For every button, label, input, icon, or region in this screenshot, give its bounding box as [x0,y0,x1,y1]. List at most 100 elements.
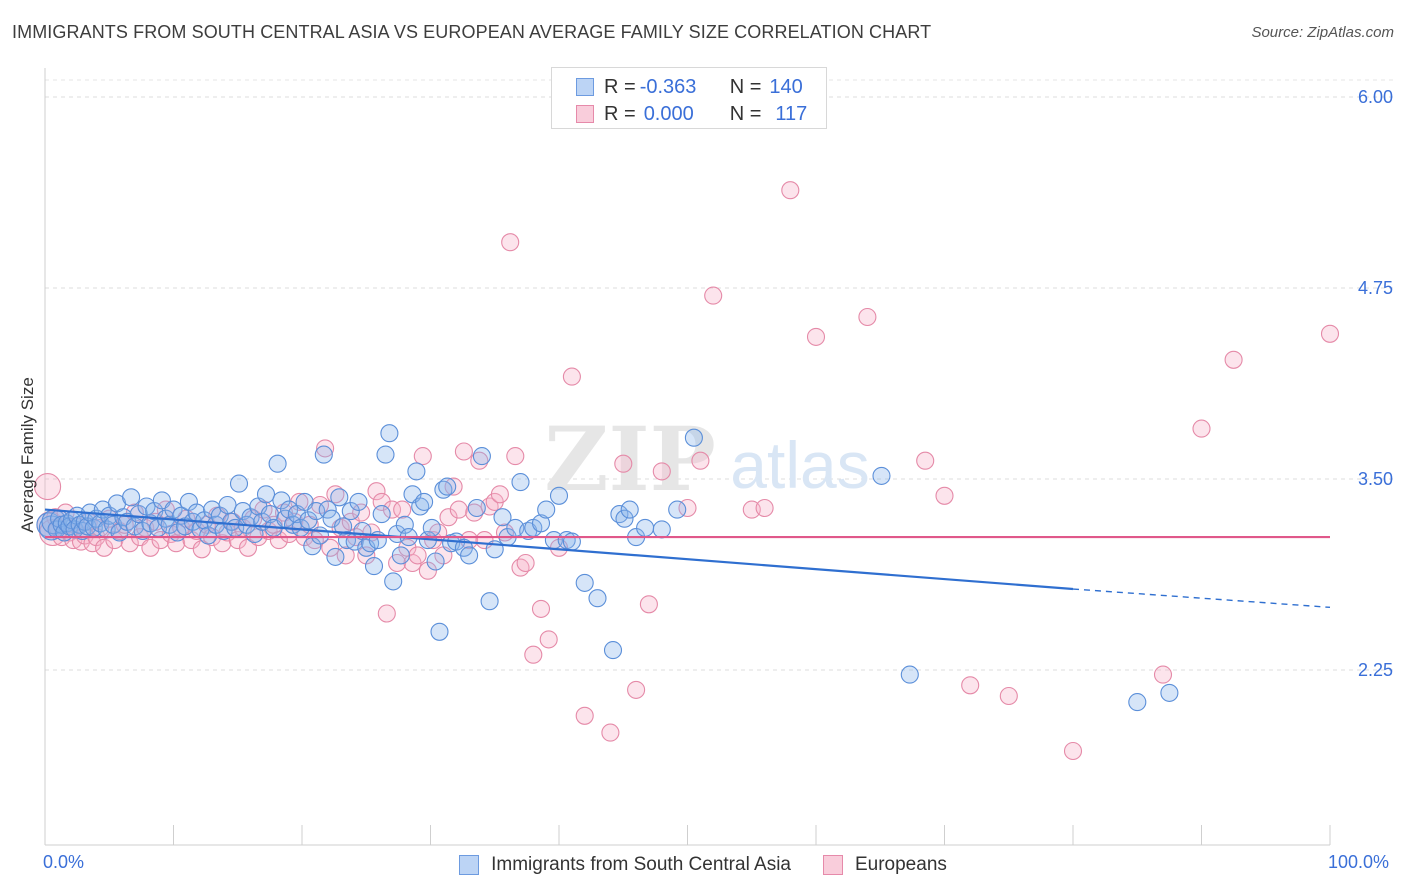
europeans-point [704,286,723,305]
europeans-point [367,482,386,501]
europeans-point [449,500,468,519]
europeans-point [393,500,412,519]
europeans-point [524,645,543,664]
south-central-asia-point [684,428,703,447]
europeans-point [444,477,463,496]
south-central-asia-point [562,532,581,551]
europeans-point [858,307,877,327]
legend-row-europeans: R = 0.000 N = 117 [576,102,807,126]
south-central-asia-point [575,573,594,592]
south-central-asia-point [537,500,556,519]
legend-n-value: 117 [775,102,808,125]
correlation-legend: R = -0.363 N = 140 R = 0.000 N = 117 [551,67,827,129]
europeans-point [935,486,954,505]
south-central-asia-point [330,488,349,507]
south-central-asia-point [229,474,249,493]
europeans-point [501,233,520,252]
legend-n-label: N = [729,102,762,125]
europeans-point [961,676,980,695]
south-central-asia-point [256,485,276,504]
south-central-asia-point [388,524,407,544]
south-central-asia-point [122,488,141,507]
south-central-asia-point [407,462,426,481]
south-central-asia-point [1160,683,1179,702]
chart-title: IMMIGRANTS FROM SOUTH CENTRAL ASIA VS EU… [12,22,932,42]
south-central-asia-point [372,505,391,524]
south-central-asia-point [299,511,318,530]
south-central-asia-point [307,502,326,521]
europeans-point [531,599,551,618]
south-central-asia-point [511,473,530,492]
south-central-asia-point [668,500,687,519]
south-central-asia-point [531,514,551,533]
legend-n-value: 140 [769,75,803,98]
legend-swatch-europeans [822,855,843,875]
europeans-point [614,454,633,473]
europeans-point [321,538,340,557]
south-central-asia-point [426,552,445,571]
axes [44,68,1331,846]
trend-line-south-central-asia-extension [1072,588,1331,609]
south-central-asia-point [326,547,345,566]
legend-swatch-south-central-asia [459,855,480,875]
y-tick-label: 4.75 [1358,278,1393,298]
legend-r-label: R = [604,102,636,125]
europeans-point [999,686,1018,706]
south-central-asia-point [460,546,479,565]
series-legend: Immigrants from South Central Asia Europ… [0,852,1406,878]
legend-swatch-south-central-asia [576,78,594,96]
south-central-asia-point [615,509,634,528]
south-central-asia-point [268,454,287,473]
south-central-asia-point [588,589,607,608]
legend-item-south-central-asia[interactable]: Immigrants from South Central Asia [459,852,791,878]
legend-n-label: N = [729,75,762,98]
europeans-point [539,630,558,649]
south-central-asia-point [1128,693,1147,712]
legend-swatch-europeans [576,105,594,123]
europeans-point [755,498,774,518]
south-central-asia-point [318,500,337,519]
europeans-point [916,451,935,470]
europeans-point [316,439,335,458]
south-central-asia-point [438,477,457,496]
south-central-asia-point [900,665,919,684]
south-central-asia-point [636,518,655,537]
watermark-atlas: atlas [730,428,869,502]
south-central-asia-point [422,518,441,537]
europeans-point [652,462,671,481]
europeans-point [781,181,800,200]
europeans-point [691,451,710,470]
south-central-asia-point [384,572,403,591]
south-central-asia-point [376,445,395,464]
europeans-point [454,442,473,461]
south-central-asia-point [364,557,384,576]
south-central-asia-point [872,466,891,485]
europeans-point [1063,741,1083,761]
europeans-point [639,595,658,614]
europeans-point [562,367,581,386]
europeans-point [418,561,437,580]
europeans-point [601,723,620,742]
europeans-point [439,508,458,527]
y-tick-label: 6.00 [1358,87,1393,107]
trend-line-south-central-asia [44,508,1074,591]
europeans-point [806,327,826,346]
south-central-asia-point [603,641,623,660]
x-tick-label-max: 100.0% [1328,852,1390,872]
south-central-asia-point [133,521,152,541]
europeans-point [34,473,62,501]
legend-item-europeans[interactable]: Europeans [822,852,947,878]
trend-lines [44,508,1331,609]
south-central-asia-point [493,508,512,527]
europeans-point [575,706,594,725]
south-central-asia-point [272,491,291,510]
europeans-point [490,485,509,504]
europeans-point [1153,665,1173,684]
south-central-asia-point [467,498,486,518]
legend-row-south-central-asia: R = -0.363 N = 140 [576,75,803,99]
europeans-point [627,680,646,699]
source-label[interactable]: Source: ZipAtlas.com [1251,24,1394,41]
south-central-asia-point [415,492,434,511]
europeans-point [413,447,432,466]
